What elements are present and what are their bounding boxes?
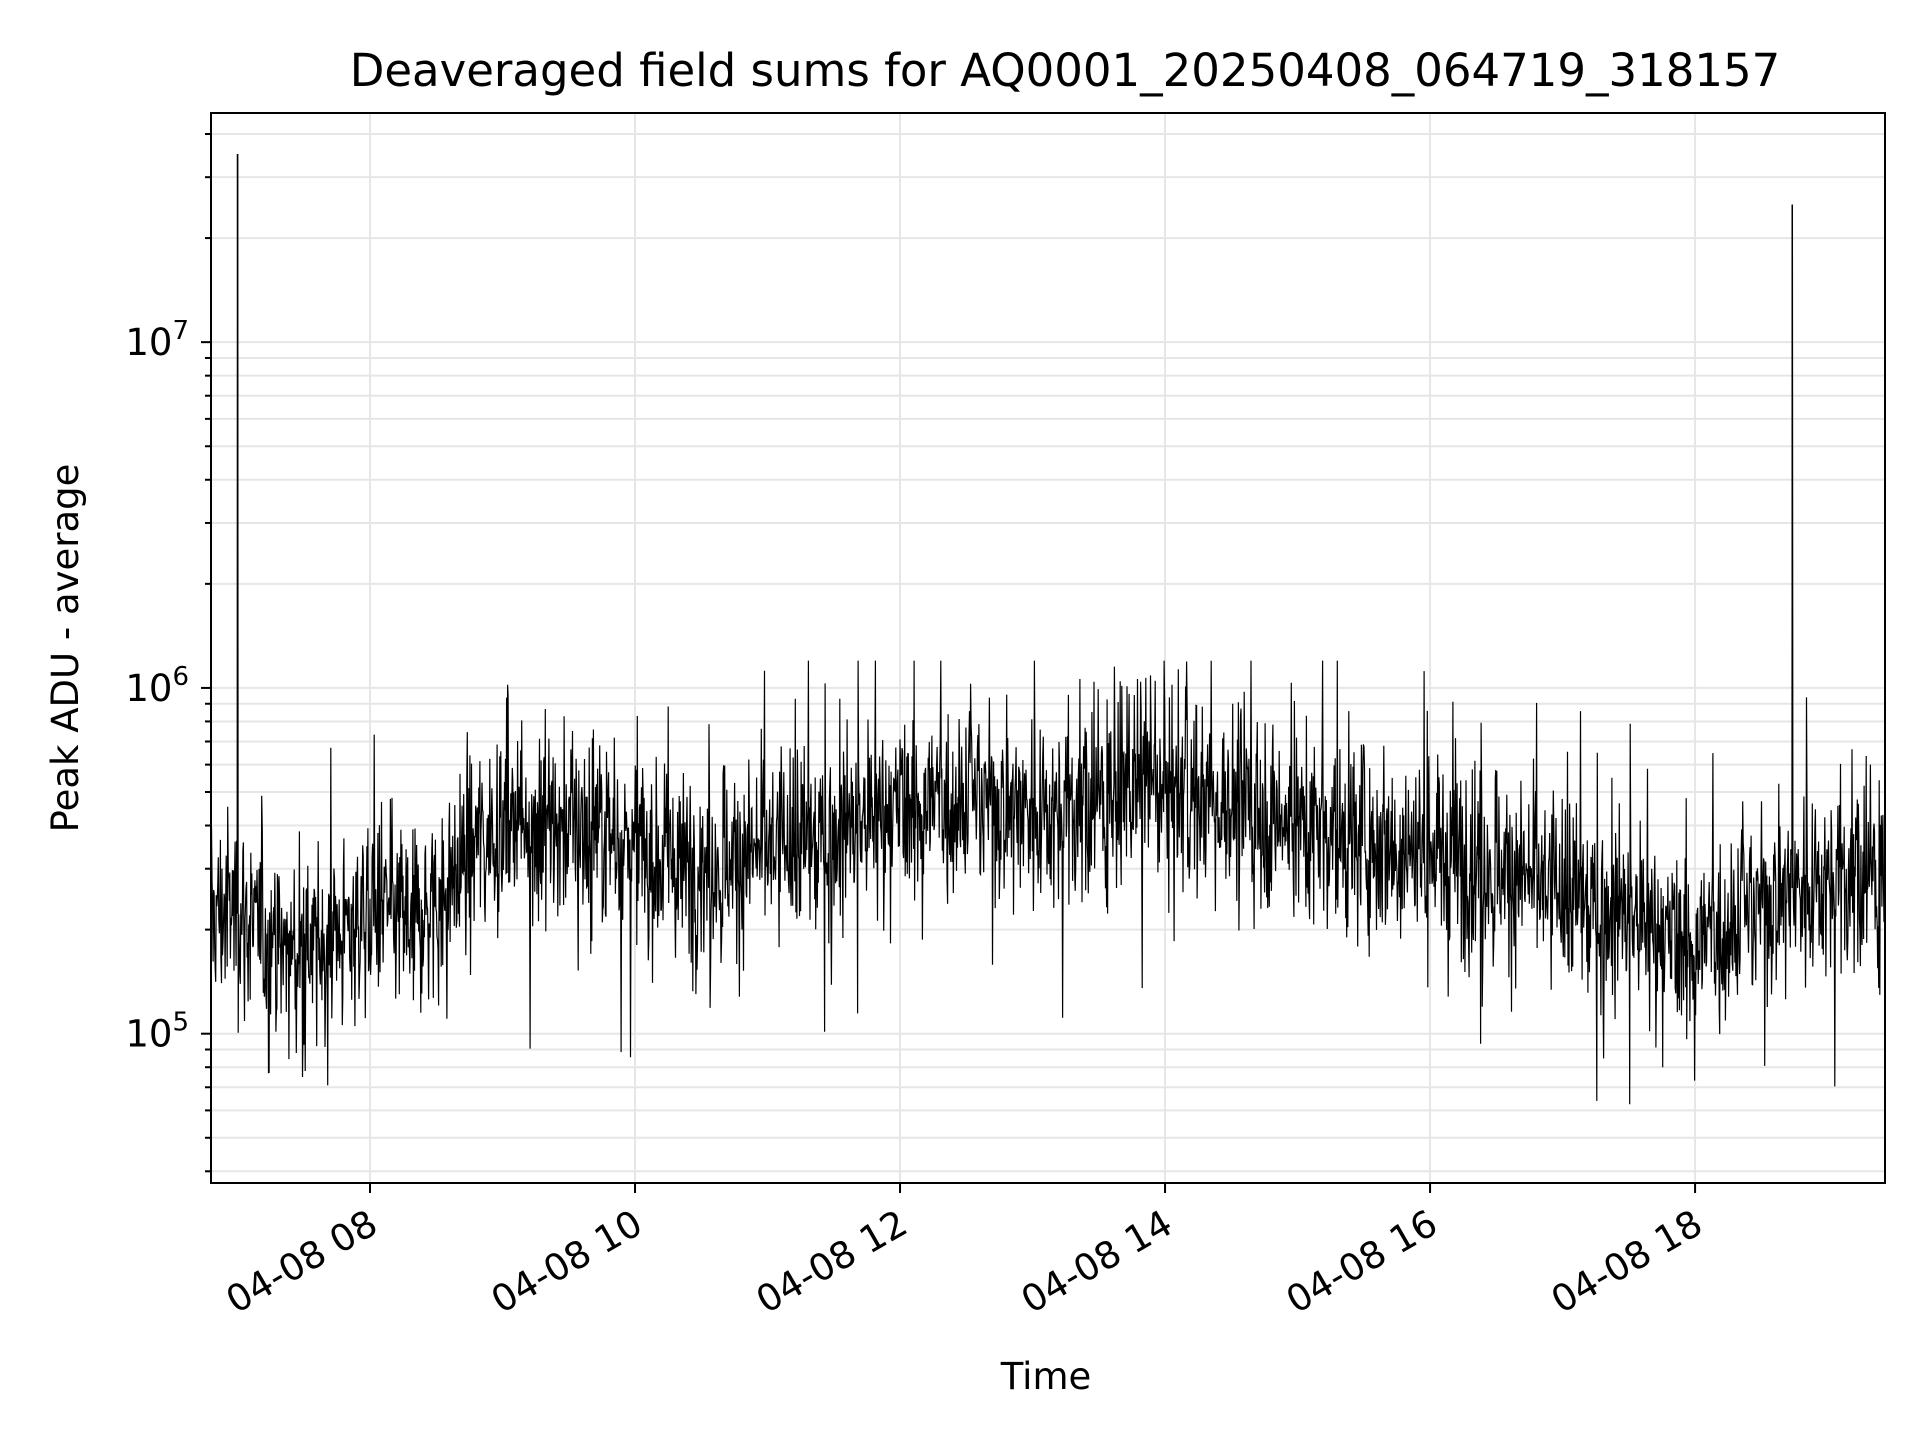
y-axis-label: Peak ADU - average xyxy=(44,464,87,833)
x-tick-label: 04-08 16 xyxy=(1279,1202,1445,1322)
grid-layer xyxy=(211,113,1885,1183)
x-tick-label: 04-08 14 xyxy=(1014,1202,1180,1322)
chart-title: Deaveraged field sums for AQ0001_2025040… xyxy=(350,44,1781,97)
y-tick-label: 107 xyxy=(125,316,189,364)
y-tick-label: 105 xyxy=(125,1008,189,1056)
series-line xyxy=(210,153,1886,1105)
x-axis-label: Time xyxy=(1000,1355,1092,1398)
plot-frame xyxy=(210,112,1886,1184)
data-layer xyxy=(210,153,1886,1105)
ticks-layer: 105 106 107 04-08 08 04-08 10 04-08 12 04-08 1… xyxy=(125,132,1710,1322)
x-tick-label: 04-08 10 xyxy=(484,1202,650,1322)
x-tick-label: 04-08 12 xyxy=(749,1202,915,1322)
x-tick-label: 04-08 18 xyxy=(1544,1202,1710,1322)
x-tick-label: 04-08 08 xyxy=(219,1202,385,1322)
y-tick-label: 106 xyxy=(125,662,189,710)
